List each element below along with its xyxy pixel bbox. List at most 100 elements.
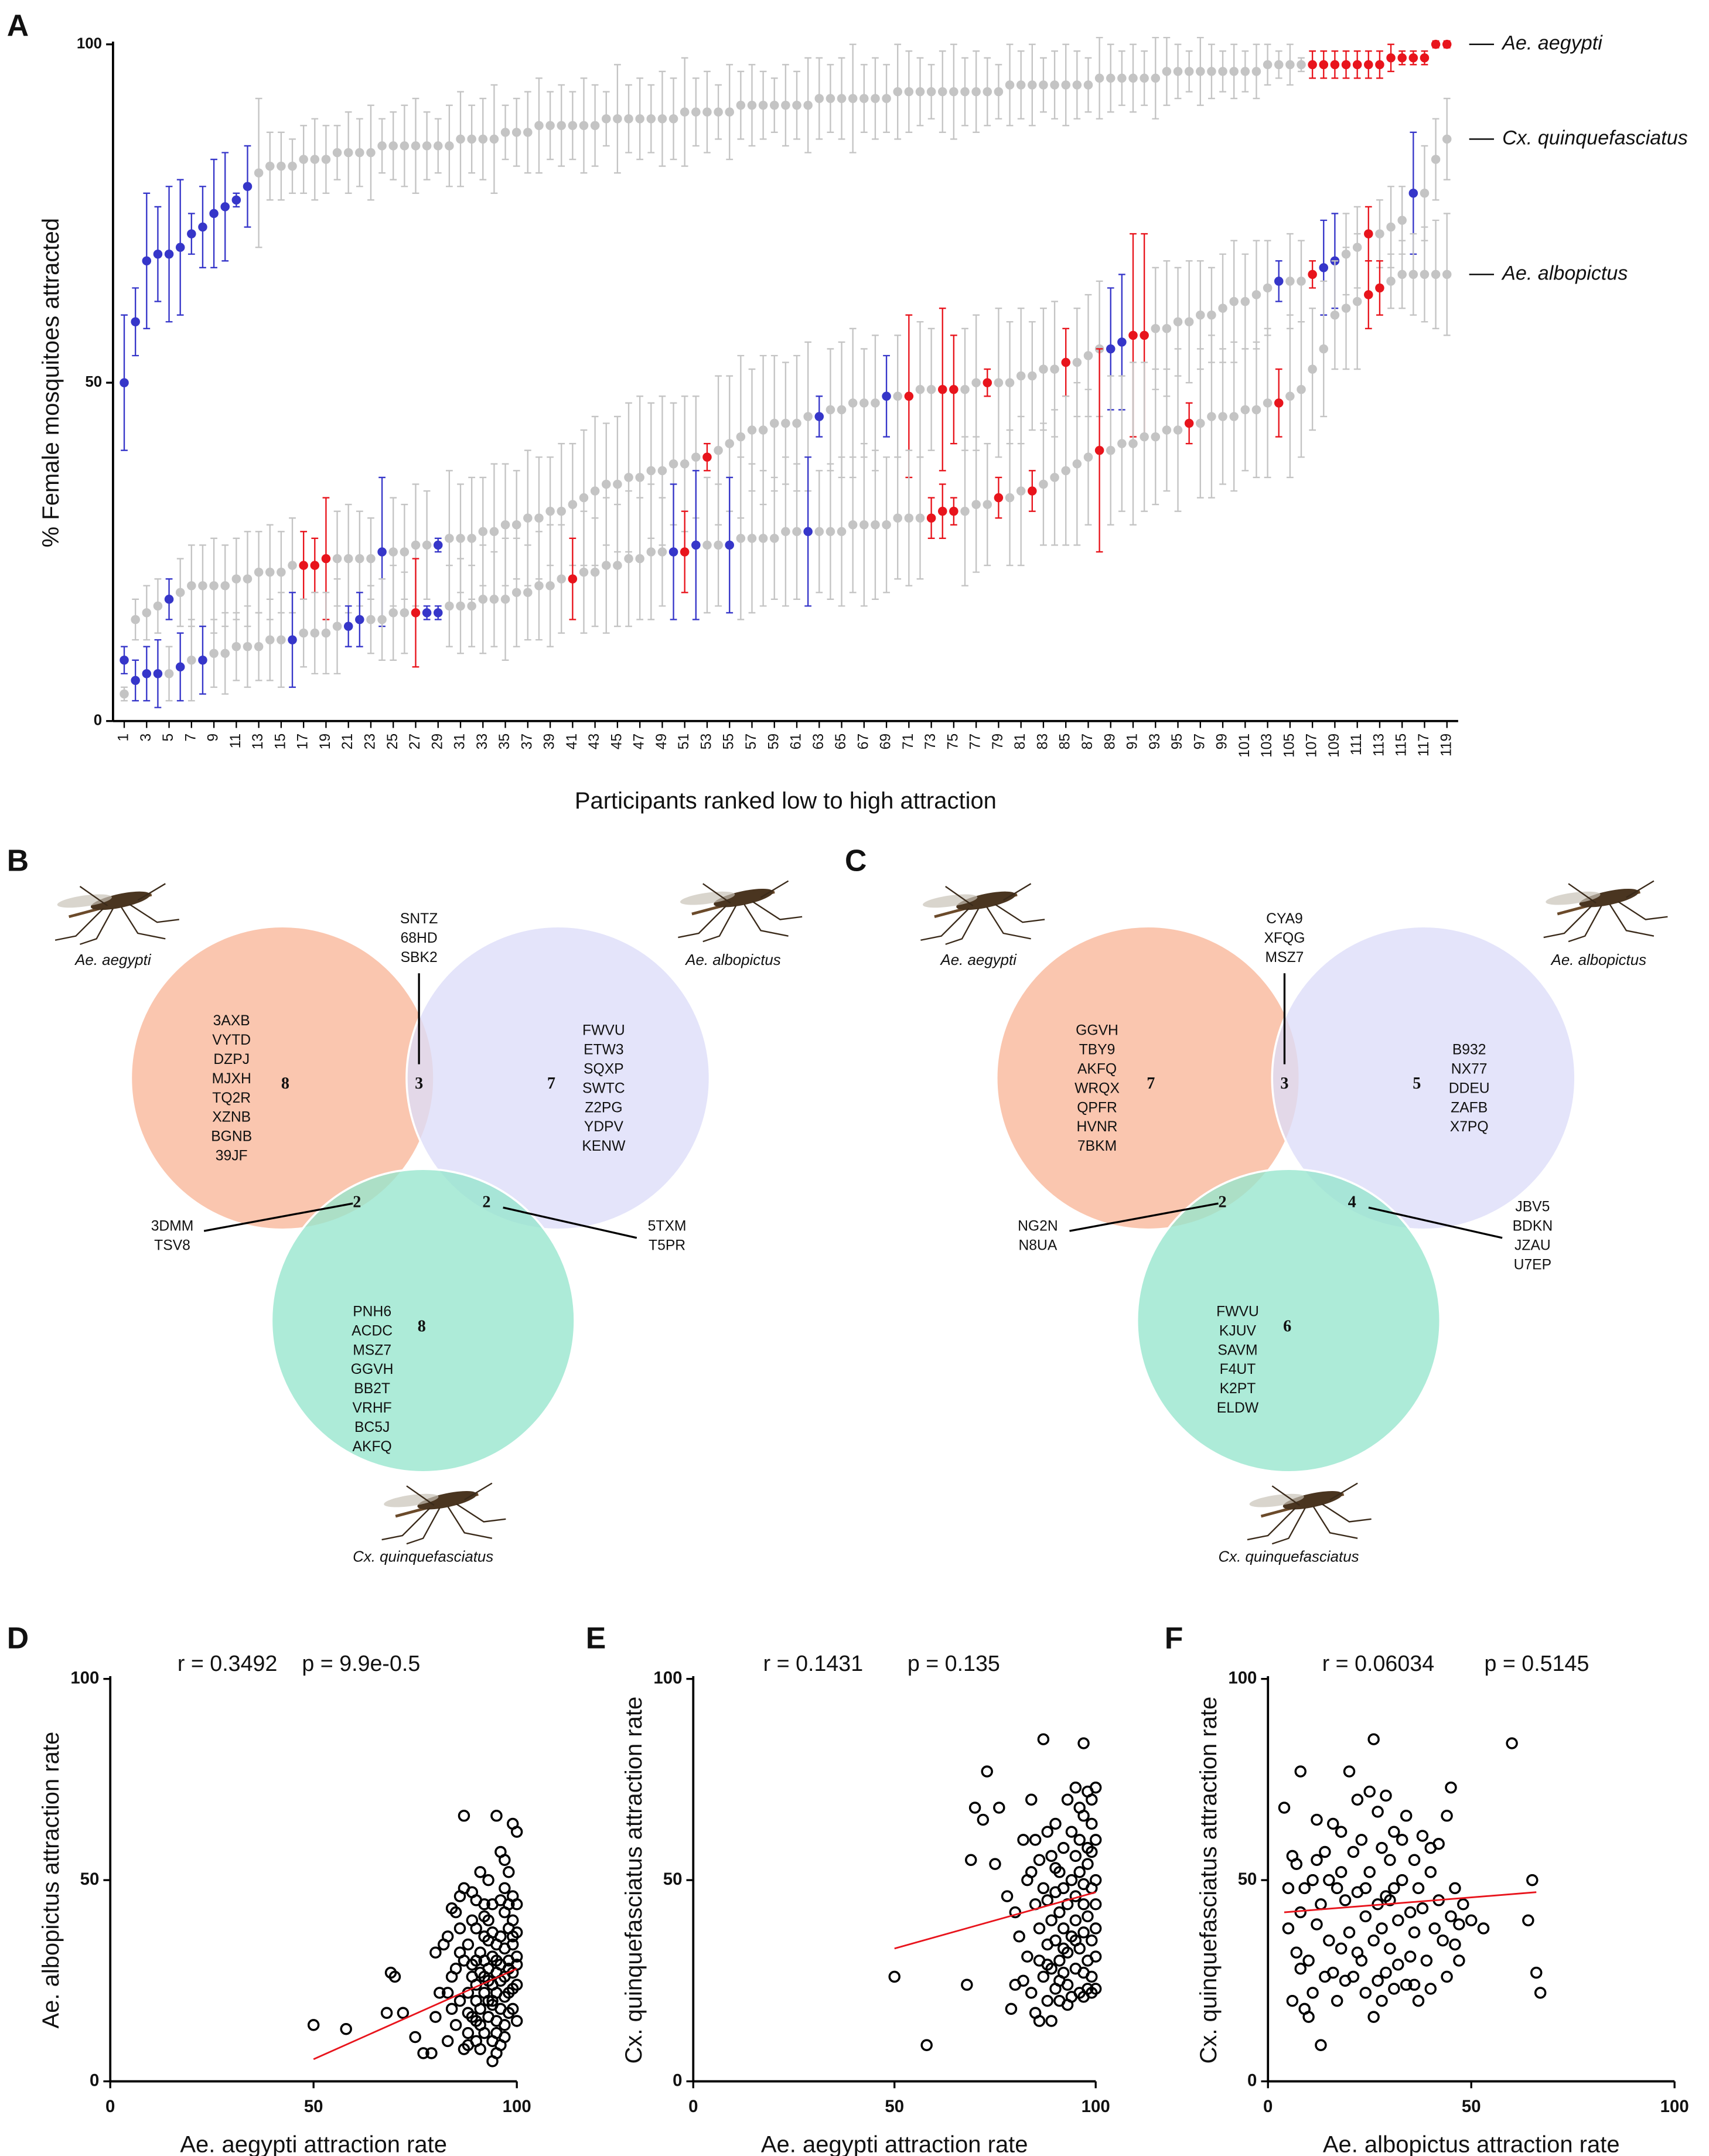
data-point bbox=[1376, 1994, 1388, 2007]
data-point bbox=[1017, 1834, 1029, 1846]
data-point bbox=[1229, 296, 1239, 306]
region-member: XFQG bbox=[1264, 930, 1305, 946]
data-point bbox=[433, 540, 443, 550]
data-point bbox=[680, 547, 690, 557]
data-point bbox=[725, 540, 734, 550]
data-point bbox=[1218, 412, 1227, 421]
x-tick-label: 107 bbox=[1304, 734, 1320, 758]
data-point bbox=[1392, 1914, 1404, 1927]
data-point bbox=[1240, 67, 1250, 76]
data-point bbox=[499, 2031, 511, 2044]
data-point bbox=[1367, 1733, 1380, 1745]
y-tick-label: 50 bbox=[663, 1870, 683, 1889]
data-point bbox=[668, 547, 678, 557]
data-point bbox=[1041, 1826, 1053, 1838]
data-point bbox=[1039, 479, 1048, 489]
data-point bbox=[1083, 452, 1093, 462]
region-member: 68HD bbox=[401, 930, 438, 946]
data-point bbox=[422, 540, 432, 550]
data-point bbox=[1128, 439, 1138, 448]
data-point bbox=[1294, 1962, 1307, 1975]
data-point bbox=[1016, 371, 1026, 381]
data-point bbox=[668, 459, 678, 469]
data-point bbox=[1162, 324, 1172, 333]
data-point bbox=[343, 148, 353, 158]
data-point bbox=[453, 1946, 466, 1959]
region-member: VRHF bbox=[353, 1400, 392, 1416]
data-point bbox=[198, 581, 207, 591]
data-point bbox=[1077, 1737, 1090, 1749]
data-point bbox=[1341, 60, 1351, 70]
data-point bbox=[1384, 1942, 1396, 1955]
data-point bbox=[1009, 1906, 1022, 1919]
data-point bbox=[1352, 60, 1362, 70]
data-point bbox=[299, 561, 308, 570]
data-point bbox=[510, 1926, 523, 1939]
data-point bbox=[1050, 364, 1059, 374]
data-point bbox=[243, 182, 253, 192]
data-point bbox=[1319, 1845, 1331, 1858]
data-point bbox=[1319, 60, 1329, 70]
data-point bbox=[453, 1922, 466, 1935]
data-point bbox=[702, 452, 712, 462]
leader-line bbox=[1368, 1206, 1503, 1239]
panel-label: C bbox=[845, 844, 867, 878]
data-point bbox=[1367, 1934, 1380, 1947]
data-point bbox=[1061, 1998, 1074, 2011]
data-point bbox=[825, 94, 835, 103]
data-point bbox=[445, 2003, 458, 2015]
data-point bbox=[1207, 412, 1216, 421]
region-member: BC5J bbox=[354, 1420, 390, 1435]
data-point bbox=[198, 656, 207, 665]
data-point bbox=[1021, 1950, 1033, 1963]
data-point bbox=[601, 479, 611, 489]
x-tick-label: 63 bbox=[811, 734, 827, 749]
data-point bbox=[1053, 1906, 1066, 1919]
data-point bbox=[500, 520, 510, 530]
data-point bbox=[1073, 1834, 1086, 1846]
data-point bbox=[411, 540, 421, 550]
data-point bbox=[814, 94, 824, 103]
data-point bbox=[456, 134, 465, 144]
set-name: Ae. albopictus bbox=[1550, 952, 1647, 968]
region-member: SBK2 bbox=[401, 950, 438, 966]
x-tick-label: 27 bbox=[407, 734, 423, 749]
data-point bbox=[1251, 290, 1261, 299]
data-point bbox=[1308, 60, 1317, 70]
data-point bbox=[243, 574, 253, 584]
data-point bbox=[1384, 1854, 1396, 1866]
y-tick-label: 100 bbox=[653, 1668, 682, 1687]
data-point bbox=[1061, 357, 1070, 367]
data-point bbox=[1363, 1785, 1376, 1798]
data-point bbox=[871, 94, 880, 103]
data-point bbox=[1128, 330, 1138, 340]
region-member: DZPJ bbox=[213, 1052, 250, 1067]
data-point bbox=[1355, 1834, 1368, 1846]
data-point bbox=[1061, 1793, 1074, 1806]
x-tick-label: 51 bbox=[676, 734, 692, 749]
region-member: QPFR bbox=[1077, 1100, 1117, 1115]
data-point bbox=[120, 656, 129, 665]
data-point bbox=[1367, 2011, 1380, 2023]
data-point bbox=[1315, 1898, 1327, 1911]
data-point bbox=[1017, 1974, 1029, 1987]
x-tick-label: 41 bbox=[564, 734, 580, 749]
data-point bbox=[417, 2047, 429, 2059]
data-point bbox=[288, 161, 297, 171]
data-point bbox=[277, 161, 286, 171]
data-point bbox=[1083, 351, 1093, 360]
region-member: GGVH bbox=[351, 1362, 394, 1377]
data-point bbox=[1086, 1845, 1098, 1858]
data-point bbox=[1412, 1882, 1425, 1895]
x-tick-label: 43 bbox=[586, 734, 602, 749]
data-point bbox=[1041, 1894, 1053, 1906]
data-point bbox=[343, 622, 353, 631]
y-axis-label: Ae. albopictus attraction rate bbox=[38, 1732, 64, 2029]
data-point bbox=[1359, 1987, 1372, 1999]
data-point bbox=[433, 141, 443, 151]
data-point bbox=[198, 222, 207, 232]
data-point bbox=[1341, 303, 1351, 313]
x-tick-label: 0 bbox=[1263, 2097, 1273, 2116]
data-point bbox=[968, 1802, 981, 1814]
data-point bbox=[1077, 1926, 1090, 1939]
